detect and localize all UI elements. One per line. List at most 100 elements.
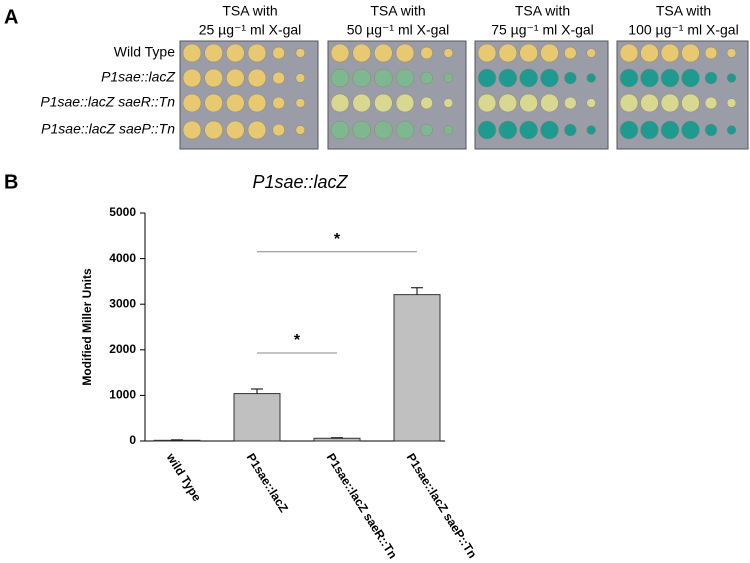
colony: [540, 68, 559, 88]
plate-header: 50 µg⁻¹ ml X-gal: [347, 22, 450, 38]
colony: [519, 120, 538, 140]
colony: [443, 48, 454, 58]
colony: [247, 93, 267, 113]
colony: [272, 71, 285, 85]
colony: [204, 68, 223, 88]
colony: [374, 68, 393, 88]
colony: [330, 43, 350, 63]
colony: [681, 43, 700, 63]
significance-label: *: [334, 231, 341, 248]
bar: [313, 437, 361, 442]
row-label: Wild Type: [114, 44, 175, 60]
colony: [704, 96, 718, 110]
colony: [420, 96, 433, 110]
plate-header: TSA with: [515, 3, 570, 19]
colony: [247, 43, 267, 63]
colony: [564, 123, 577, 137]
colony: [660, 93, 680, 113]
colony: [640, 43, 659, 63]
colony: [681, 120, 700, 140]
bar: [153, 439, 201, 442]
colony: [204, 120, 223, 140]
colony: [726, 125, 737, 135]
colony: [726, 48, 737, 58]
plate-header: TSA with: [370, 3, 425, 19]
y-tick-label: 1000: [109, 388, 136, 402]
colony: [640, 68, 659, 88]
plate-photo: [474, 40, 609, 150]
colony: [726, 73, 737, 83]
colony: [352, 120, 371, 140]
colony: [540, 120, 559, 140]
colony: [272, 96, 285, 110]
error-bar: [251, 388, 263, 394]
colony: [182, 43, 202, 63]
colony: [540, 43, 559, 63]
y-axis-label: Modified Miller Units: [80, 268, 94, 386]
y-tick-label: 0: [129, 433, 136, 447]
x-tick-label: P1sae::lacZ saeR::Tn: [324, 451, 400, 561]
colony: [352, 43, 371, 63]
colony: [374, 93, 393, 113]
x-tick-label: P1sae::lacZ saeP::Tn: [404, 451, 480, 561]
colony: [204, 93, 223, 113]
colony: [247, 120, 267, 140]
colony: [226, 43, 245, 63]
colony: [640, 120, 659, 140]
colony: [519, 93, 538, 113]
colony: [295, 98, 306, 108]
colony: [352, 68, 371, 88]
y-tick-label: 2000: [109, 342, 136, 356]
plate-header: 100 µg⁻¹ ml X-gal: [628, 22, 738, 38]
colony: [395, 43, 415, 63]
colony: [564, 46, 577, 60]
bar: [233, 393, 281, 442]
colony: [640, 93, 659, 113]
colony: [619, 93, 639, 113]
colony: [226, 120, 245, 140]
colony: [619, 43, 639, 63]
bar: [393, 294, 441, 442]
error-bar: [411, 287, 423, 295]
colony: [586, 73, 596, 83]
colony: [182, 93, 202, 113]
x-tick-label: P1sae::lacZ: [244, 451, 291, 515]
chart-title: P1sae::lacZ: [252, 172, 348, 192]
colony: [619, 68, 639, 88]
colony: [498, 93, 518, 113]
colony: [660, 43, 680, 63]
panel-label: A: [4, 6, 18, 28]
colony: [586, 48, 596, 58]
colony: [477, 120, 497, 140]
colony: [443, 125, 454, 135]
colony: [540, 93, 559, 113]
colony: [477, 43, 497, 63]
plate-header: TSA with: [222, 3, 277, 19]
colony: [226, 93, 245, 113]
x-tick-label: wild Type: [163, 450, 204, 504]
colony: [498, 120, 518, 140]
colony: [295, 48, 306, 58]
colony: [330, 120, 350, 140]
colony: [586, 98, 596, 108]
colony: [704, 71, 718, 85]
colony: [477, 93, 497, 113]
significance-label: *: [294, 332, 301, 349]
colony: [519, 68, 538, 88]
colony: [395, 68, 415, 88]
colony: [498, 68, 518, 88]
colony: [443, 73, 454, 83]
row-label: P1sae::lacZ saeR::Tn: [40, 94, 175, 110]
colony: [564, 71, 577, 85]
colony: [519, 43, 538, 63]
colony: [295, 73, 306, 83]
colony: [272, 46, 285, 60]
colony: [330, 93, 350, 113]
colony: [660, 68, 680, 88]
colony: [619, 120, 639, 140]
y-tick-label: 4000: [109, 251, 136, 265]
colony: [586, 125, 596, 135]
colony: [681, 93, 700, 113]
colony: [182, 68, 202, 88]
